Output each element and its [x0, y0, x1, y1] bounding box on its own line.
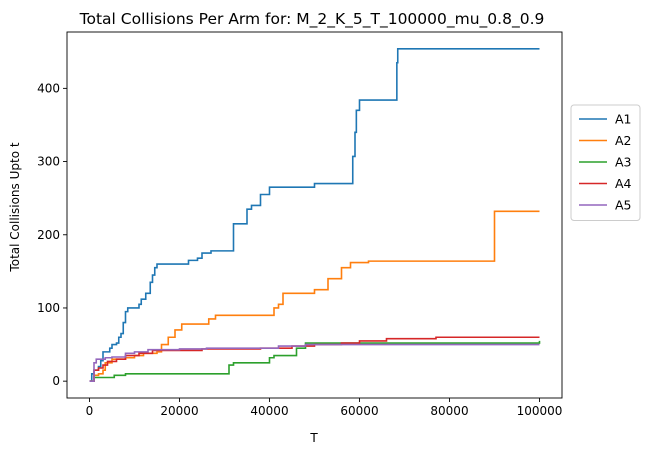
legend-label-a3: A3: [615, 155, 632, 170]
y-tick-label: 100: [37, 301, 60, 315]
axes-frame: [66, 31, 563, 399]
series-line-a2: [89, 210, 540, 382]
y-tick-label: 400: [37, 81, 60, 95]
series-line-a1: [89, 48, 540, 382]
y-tick-label: 0: [52, 374, 60, 388]
legend: A1 A2 A3 A4 A5: [570, 104, 641, 221]
y-tick-label: 200: [37, 228, 60, 242]
y-tick-label: 300: [37, 155, 60, 169]
x-tick-label: 100000: [517, 404, 563, 418]
legend-label-a2: A2: [615, 133, 632, 148]
x-tick-label: 0: [86, 404, 94, 418]
y-axis-label: Total Collisions Upto t: [8, 142, 22, 272]
x-tick-label: 40000: [250, 404, 288, 418]
series-line-a5: [89, 343, 540, 382]
legend-label-a5: A5: [615, 198, 632, 213]
legend-label-a4: A4: [615, 176, 632, 191]
legend-label-a1: A1: [615, 112, 632, 127]
x-tick-label: 60000: [340, 404, 378, 418]
axes-layer: 0 20000 40000 60000 80000 100000 0 100 200 300 400: [37, 31, 563, 418]
x-axis-label: T: [309, 431, 318, 445]
x-tick-label: 20000: [160, 404, 198, 418]
series-line-a3: [89, 340, 541, 382]
series-layer: [89, 48, 541, 382]
chart-title: Total Collisions Per Arm for: M_2_K_5_T_…: [79, 10, 545, 29]
x-tick-label: 80000: [430, 404, 468, 418]
